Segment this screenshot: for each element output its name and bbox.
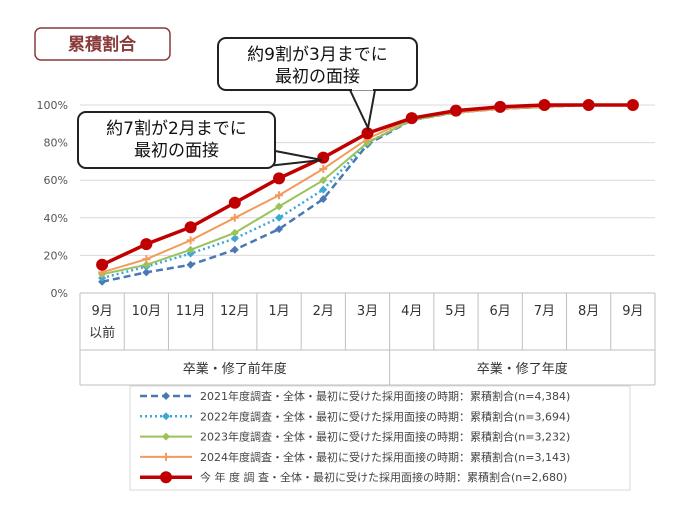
callout-tail [349, 89, 376, 132]
legend-box [129, 385, 631, 491]
data-point [186, 245, 195, 254]
legend-marker [162, 392, 170, 400]
callout-patch [250, 148, 270, 168]
legend-marker [160, 471, 172, 484]
callout-text: 約7割が2月までに [106, 119, 247, 139]
data-point [538, 99, 551, 111]
data-point [494, 100, 507, 113]
y-tick-label: 100% [37, 99, 68, 112]
data-point [319, 164, 328, 173]
data-point [186, 260, 195, 269]
callout-text: 約9割が3月までに [247, 45, 388, 65]
callout-text: 最初の面接 [275, 67, 360, 87]
data-point [230, 234, 239, 243]
title-box [34, 27, 171, 61]
data-point [230, 213, 239, 222]
data-point [319, 185, 328, 194]
data-point [275, 191, 284, 200]
y-tick-label: 20% [44, 249, 68, 262]
legend-label: 2024年度調査・全体・最初に受けた採用面接の時期：累積割合(n=3,143) [200, 450, 570, 464]
callout-box [217, 37, 418, 91]
data-point [184, 221, 197, 234]
data-point [140, 238, 153, 251]
legend-label: 今 年 度 調 査・全体・最初に受けた採用面接の時期：累積割合(n=2,680) [200, 470, 567, 484]
group-label: 卒業・修了前年度 [183, 361, 287, 377]
data-point [275, 213, 284, 222]
data-point [230, 245, 239, 254]
data-point [273, 172, 286, 185]
callout-text: 最初の面接 [134, 141, 219, 161]
data-point [142, 255, 151, 264]
data-point [319, 195, 328, 203]
y-tick-label: 40% [44, 212, 68, 225]
data-point [230, 228, 239, 237]
x-tick-label: 3月 [356, 304, 379, 319]
legend-label: 2023年度調査・全体・最初に受けた採用面接の時期：累積割合(n=3,232) [200, 430, 570, 444]
data-point [449, 104, 462, 117]
data-point [626, 99, 639, 111]
legend-marker [162, 432, 170, 441]
data-point [319, 176, 328, 185]
data-point [186, 236, 195, 245]
data-point [405, 112, 418, 125]
x-tick-label: 10月 [131, 304, 162, 319]
data-point [361, 127, 374, 140]
group-label: 卒業・修了年度 [477, 361, 568, 377]
x-tick-label: 8月 [577, 304, 600, 319]
callout-box [77, 111, 276, 169]
chart-title: 累積割合 [68, 34, 137, 55]
data-point [142, 268, 151, 277]
x-tick-label: 2月 [312, 304, 334, 319]
data-point [275, 202, 284, 211]
x-tick-label: 12月 [220, 304, 250, 319]
x-tick-label: 1月 [268, 304, 290, 319]
x-tick-label: 9月以前 [89, 304, 116, 341]
y-tick-label: 0% [51, 287, 68, 300]
data-point [228, 196, 241, 209]
data-point [96, 258, 109, 271]
legend-marker [162, 452, 170, 461]
legend-label: 2022年度調査・全体・最初に受けた採用面接の時期：累積割合(n=3,694) [200, 409, 570, 423]
x-tick-label: 9月 [622, 304, 644, 319]
y-tick-label: 80% [44, 137, 68, 150]
x-tick-label: 4月 [401, 304, 423, 319]
x-tick-label: 7月 [533, 304, 556, 319]
y-tick-label: 60% [44, 174, 68, 187]
data-point [317, 151, 330, 164]
legend-label: 2021年度調査・全体・最初に受けた採用面接の時期：累積割合(n=4,384) [200, 389, 570, 403]
x-tick-label: 11月 [175, 304, 206, 319]
data-point [275, 225, 284, 234]
x-tick-label: 6月 [489, 304, 511, 319]
data-point [142, 260, 151, 269]
data-point [582, 99, 595, 111]
legend-marker [162, 412, 170, 421]
x-tick-label: 5月 [445, 304, 467, 319]
